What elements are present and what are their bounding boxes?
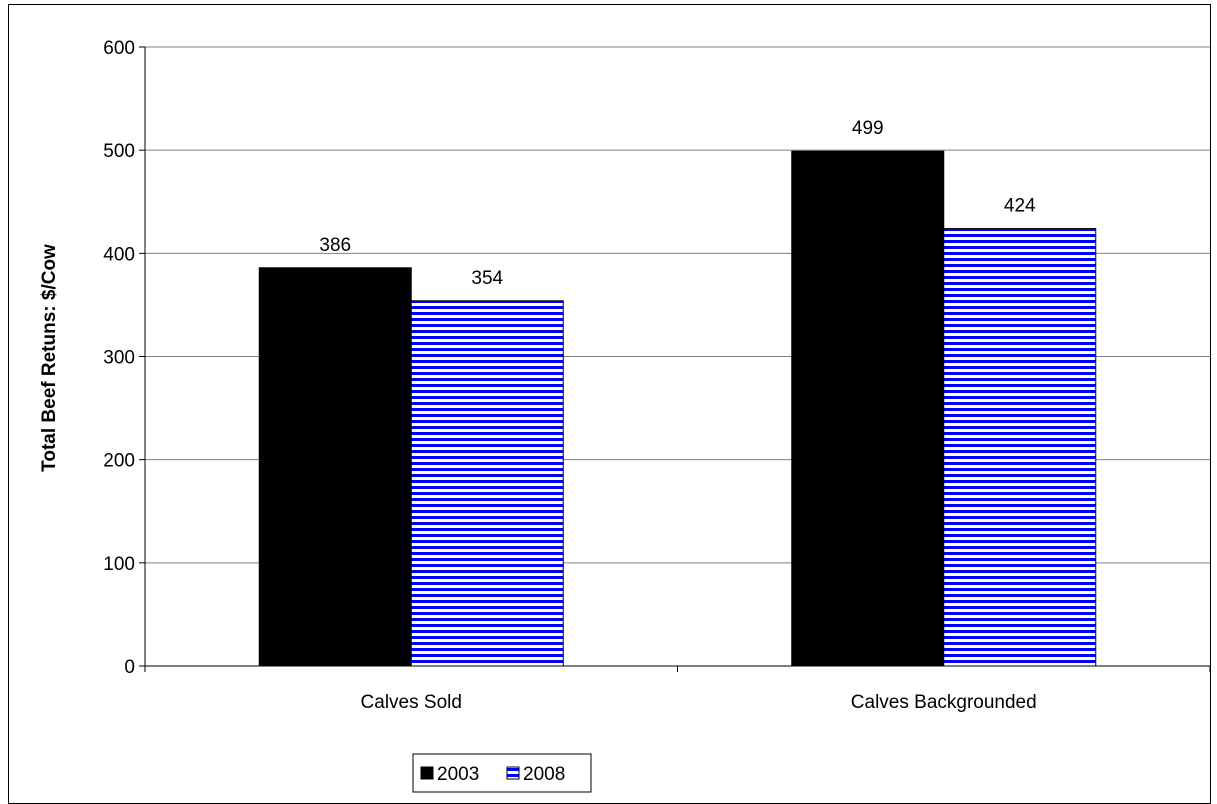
legend: 2003 2008 (412, 753, 592, 793)
data-label: 354 (471, 268, 503, 289)
axes (139, 46, 1211, 672)
y-axis-label: Total Beef Retuns: $/Cow (39, 244, 60, 472)
legend-label-2003: 2003 (437, 764, 479, 785)
y-tick-label: 100 (103, 554, 135, 575)
y-tick-labels: 0 100 200 300 400 500 600 (103, 38, 135, 678)
x-tick-label: Calves Backgrounded (851, 692, 1037, 713)
y-tick-label: 400 (103, 244, 135, 265)
data-label: 424 (1004, 196, 1036, 217)
data-labels: 386 354 499 424 (319, 118, 1036, 289)
x-tick-label: Calves Sold (361, 692, 462, 713)
data-label: 386 (319, 235, 351, 256)
y-tick-label: 200 (103, 451, 135, 472)
bar-2008-calves-backgrounded (943, 228, 1097, 667)
y-tick-label: 0 (124, 657, 135, 678)
legend-label-2008: 2008 (523, 764, 565, 785)
data-label: 499 (852, 118, 884, 139)
y-tick-label: 500 (103, 141, 135, 162)
x-tick-labels: Calves Sold Calves Backgrounded (361, 692, 1037, 713)
bar-2003-calves-backgrounded (791, 150, 945, 667)
legend-box (412, 753, 592, 793)
bar-2003-calves-sold (258, 267, 412, 667)
bar-2008-calves-sold (410, 300, 564, 667)
legend-swatch-2008 (506, 766, 520, 780)
legend-swatch-2003 (420, 766, 434, 780)
y-tick-label: 300 (103, 348, 135, 369)
bars (258, 150, 1097, 667)
y-tick-label: 600 (103, 38, 135, 59)
